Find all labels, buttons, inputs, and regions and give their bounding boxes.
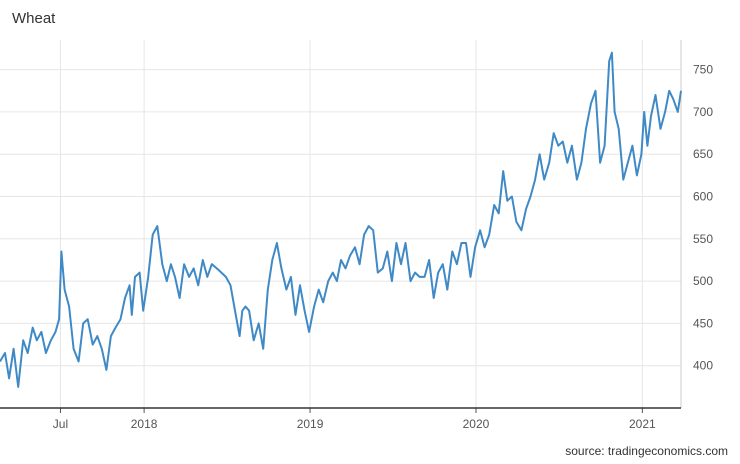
y-tick-label: 450 xyxy=(693,316,713,330)
chart-title: Wheat xyxy=(12,10,56,27)
y-tick-label: 750 xyxy=(693,63,713,77)
x-tick-label: 2021 xyxy=(629,417,656,431)
y-tick-label: 400 xyxy=(693,359,713,373)
x-tick-label: Jul xyxy=(53,417,68,431)
x-tick-label: 2018 xyxy=(131,417,158,431)
y-tick-label: 500 xyxy=(693,274,713,288)
y-tick-label: 600 xyxy=(693,190,713,204)
y-tick-label: 700 xyxy=(693,105,713,119)
x-tick-label: 2020 xyxy=(463,417,490,431)
y-tick-label: 650 xyxy=(693,147,713,161)
y-tick-label: 550 xyxy=(693,232,713,246)
x-tick-label: 2019 xyxy=(297,417,324,431)
series-line xyxy=(0,51,682,388)
source-credit: source: tradingeconomics.com xyxy=(565,444,728,458)
